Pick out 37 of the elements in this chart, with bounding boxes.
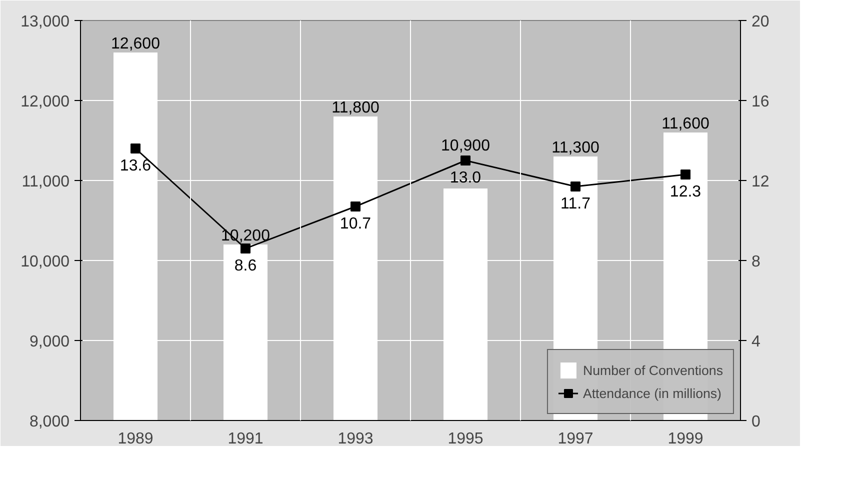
x-tick-label: 1995: [448, 430, 484, 448]
point: [680, 170, 690, 180]
text: 13.0: [450, 170, 482, 186]
y2-tick-label: 4: [752, 334, 760, 350]
legend-label: Attendance (in millions): [582, 386, 722, 400]
y-tick-label: 11,000: [22, 174, 70, 190]
text: 11,600: [662, 116, 710, 132]
y2-tick-label: 8: [752, 254, 760, 270]
y-tick-label: 8,000: [29, 414, 70, 430]
y2-tick-label: 16: [752, 94, 770, 110]
x-tick-label: 1993: [338, 430, 374, 448]
y-tick-label: 9,000: [29, 334, 70, 350]
x-tick-label: 1989: [118, 430, 154, 448]
y-tick-label: 10,000: [20, 254, 70, 270]
point: [130, 144, 140, 154]
text: 11,300: [552, 140, 600, 156]
point: [570, 182, 580, 192]
text: 11.7: [560, 196, 590, 212]
text: 13.6: [120, 158, 152, 174]
text: 11,800: [332, 100, 380, 116]
y2-tick-label: 12: [752, 174, 770, 190]
x-tick-label: 1997: [558, 430, 594, 448]
x-tick-label: 1999: [668, 430, 704, 448]
text: 10.7: [340, 216, 372, 232]
text: 12,600: [111, 36, 160, 52]
y2-tick-label: 0: [752, 414, 760, 430]
text: 12.3: [670, 184, 702, 200]
text: 10,900: [441, 138, 490, 154]
text: 8.6: [234, 258, 257, 274]
point: [350, 202, 360, 212]
x-tick-label: 1991: [228, 430, 264, 448]
y2-tick-label: 20: [752, 14, 770, 30]
point: [240, 244, 250, 254]
y-tick-label: 13,000: [20, 14, 70, 30]
legend-label: Number of Conventions: [582, 362, 723, 378]
y-tick-label: 12,000: [20, 94, 70, 110]
point: [460, 156, 470, 166]
